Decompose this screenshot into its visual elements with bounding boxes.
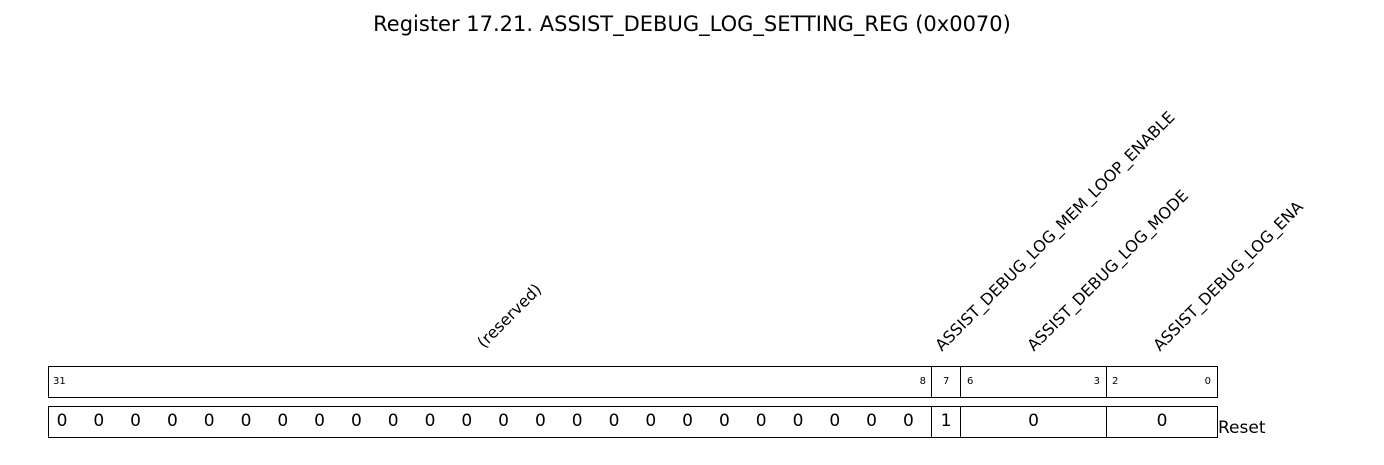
bit-number-6: 6 [967, 376, 974, 387]
reset-value: 1 [940, 411, 952, 431]
reset-bit-27: 0 [203, 411, 215, 431]
reset-cell-reserved: 0 0 0 0 0 0 0 0 0 0 0 0 0 0 0 0 0 0 0 0 0 0 0 0 [48, 406, 932, 438]
reset-value: 0 [1156, 411, 1168, 431]
reset-cell-log-mem-loop-enable: 1 [931, 406, 961, 438]
reset-bit-29: 0 [130, 411, 141, 431]
reset-bit-11: 0 [792, 411, 804, 431]
bit-number-3: 3 [1093, 376, 1100, 387]
reset-bit-23: 0 [350, 411, 362, 431]
bit-cell-log-mem-loop-enable: 7 [931, 366, 961, 398]
bit-number-8: 8 [919, 376, 926, 387]
reset-bit-18: 0 [534, 411, 546, 431]
reset-cell-log-mode: 0 [960, 406, 1107, 438]
field-label-log-ena: ASSIST_DEBUG_LOG_ENA [1149, 197, 1307, 355]
reset-bit-21: 0 [424, 411, 436, 431]
reset-bit-25: 0 [277, 411, 289, 431]
reset-label: Reset [1218, 418, 1266, 438]
register-title: Register 17.21. ASSIST_DEBUG_LOG_SETTING… [373, 12, 1011, 36]
bit-cell-log-ena: 2 0 [1106, 366, 1218, 398]
reset-bit-24: 0 [314, 411, 325, 431]
reset-bit-8: 0 [902, 411, 914, 431]
reset-bit-13: 0 [718, 411, 730, 431]
field-label-reserved: (reserved) [473, 279, 546, 352]
reset-bit-19: 0 [498, 411, 509, 431]
reset-bit-15: 0 [645, 411, 657, 431]
reset-bit-30: 0 [93, 411, 105, 431]
reset-bit-28: 0 [166, 411, 178, 431]
reset-value: 0 [1028, 411, 1039, 431]
bit-cell-log-mode: 6 3 [960, 366, 1107, 398]
reset-bit-20: 0 [461, 411, 473, 431]
reset-bit-10: 0 [829, 411, 841, 431]
bit-number-31: 31 [53, 376, 66, 387]
reset-bit-16: 0 [608, 411, 620, 431]
bit-number-7: 7 [943, 376, 950, 387]
reset-bit-26: 0 [240, 411, 252, 431]
bit-cell-reserved: 31 8 [48, 366, 932, 398]
reset-cell-log-ena: 0 [1106, 406, 1218, 438]
reset-bit-17: 0 [571, 411, 583, 431]
bit-number-0: 0 [1204, 376, 1211, 387]
reset-bit-31: 0 [56, 411, 68, 431]
reset-bit-14: 0 [682, 411, 693, 431]
reset-bit-9: 0 [866, 411, 877, 431]
reset-bit-12: 0 [755, 411, 767, 431]
reset-bit-22: 0 [387, 411, 399, 431]
bit-number-2: 2 [1112, 376, 1119, 387]
